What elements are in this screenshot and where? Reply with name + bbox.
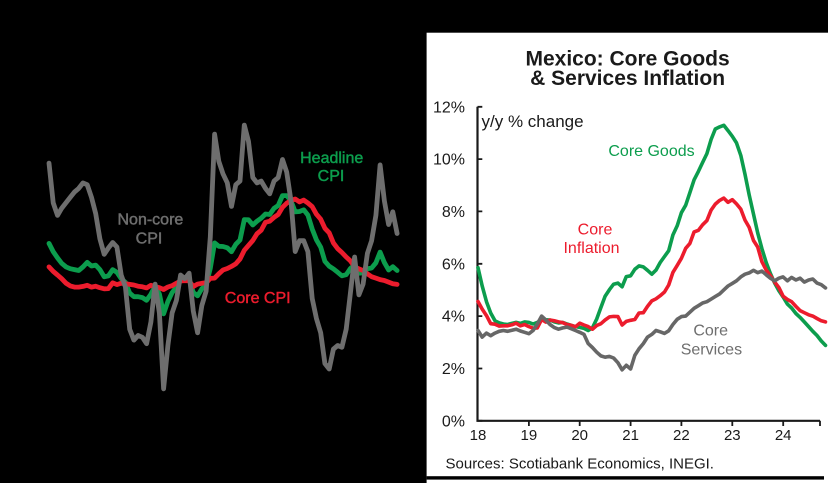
svg-text:19: 19 [521, 427, 538, 444]
svg-text:23: 23 [724, 427, 741, 444]
svg-text:CPI: CPI [136, 230, 163, 247]
svg-text:20: 20 [571, 427, 588, 444]
svg-text:8%: 8% [442, 204, 465, 221]
svg-text:& Services Inflation: & Services Inflation [530, 67, 725, 90]
svg-text:Core: Core [693, 323, 728, 340]
svg-text:Inflation: Inflation [563, 240, 619, 257]
svg-text:18: 18 [470, 427, 487, 444]
svg-text:y/y % change: y/y % change [482, 112, 584, 131]
svg-text:22: 22 [673, 427, 690, 444]
svg-text:21: 21 [622, 427, 639, 444]
svg-text:Core: Core [578, 221, 613, 238]
svg-text:Non-core: Non-core [117, 212, 183, 229]
svg-text:4%: 4% [442, 309, 465, 326]
svg-text:Services: Services [681, 341, 742, 358]
svg-text:Sources: Scotiabank Economics,: Sources: Scotiabank Economics, INEGI. [446, 456, 714, 473]
svg-text:6%: 6% [442, 256, 465, 273]
svg-text:Core Goods: Core Goods [608, 143, 694, 160]
svg-text:Headline: Headline [300, 150, 363, 167]
svg-text:Mexico: Core Goods: Mexico: Core Goods [525, 47, 729, 70]
svg-text:12%: 12% [433, 99, 465, 116]
svg-text:24: 24 [775, 427, 792, 444]
svg-text:2%: 2% [442, 361, 465, 378]
svg-text:10%: 10% [433, 152, 465, 169]
svg-text:Core CPI: Core CPI [225, 290, 291, 307]
svg-text:CPI: CPI [318, 168, 345, 185]
svg-text:0%: 0% [442, 413, 465, 430]
